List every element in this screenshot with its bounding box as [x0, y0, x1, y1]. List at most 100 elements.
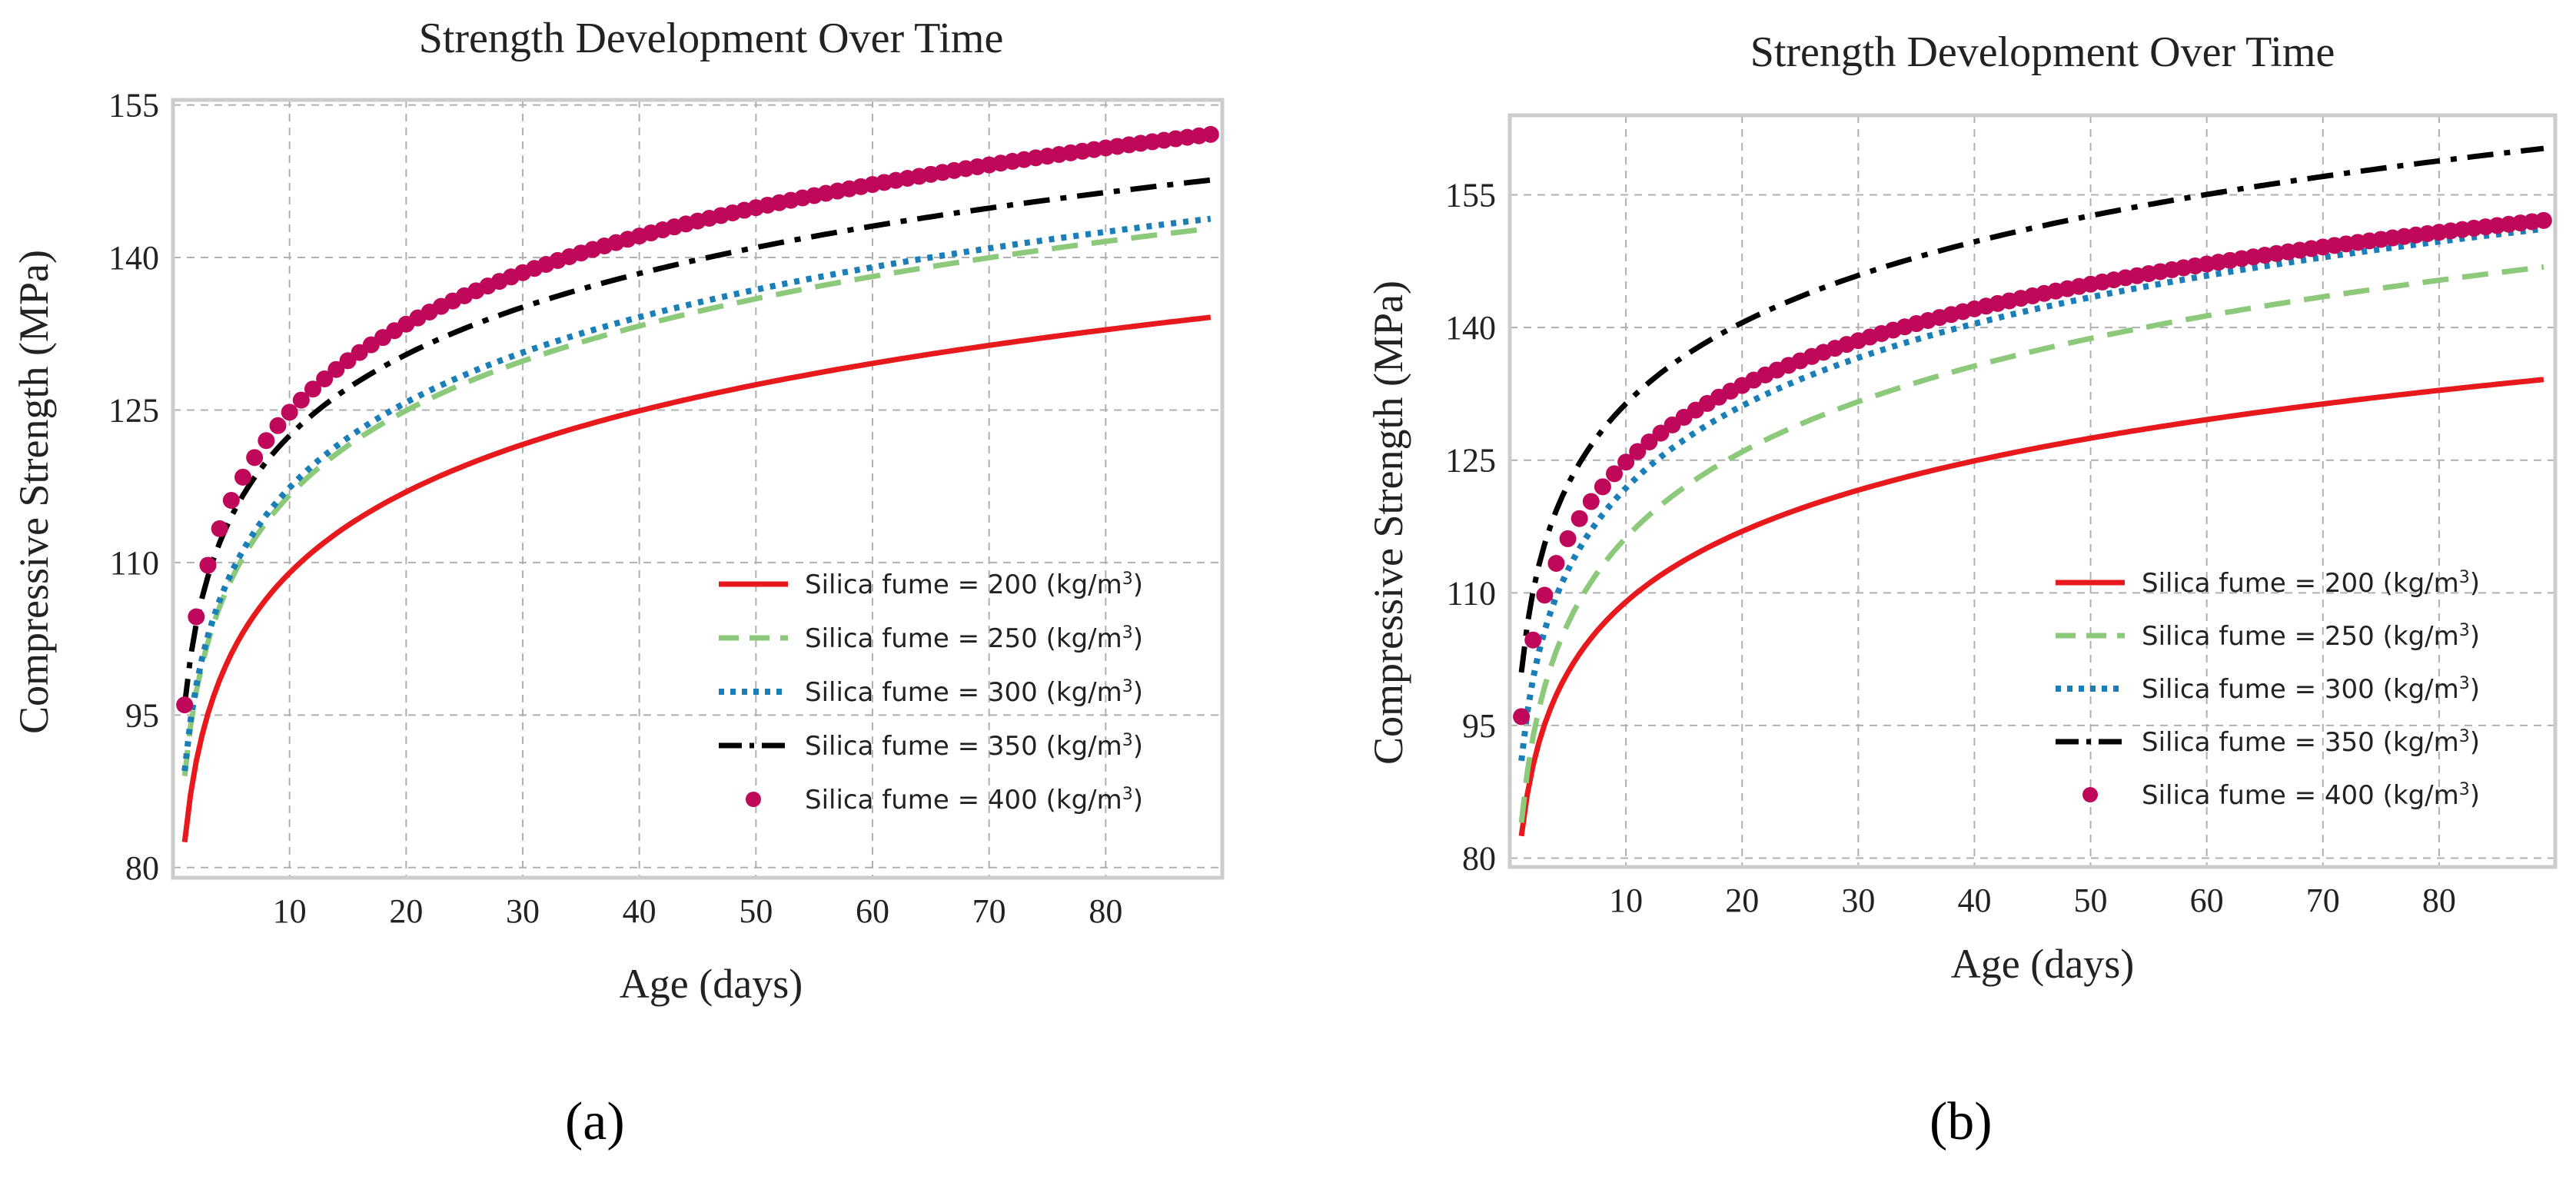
x-tick-label: 20: [389, 892, 423, 930]
chart-title: Strength Development Over Time: [419, 15, 1004, 62]
x-axis-label: Age (days): [1951, 941, 2134, 987]
subfigure-label-a: (a): [565, 1092, 625, 1151]
chart-b: Strength Development Over Time Age (days…: [1365, 28, 2558, 987]
series-markers: [1513, 211, 2552, 726]
y-tick-label: 95: [125, 696, 159, 734]
x-tick-label: 50: [2074, 882, 2108, 919]
y-tick-label: 110: [1447, 574, 1496, 612]
plot-area: 10 20 30 40 50 60 70 80 80 95 110 125 140 155 Silica f…: [1445, 113, 2558, 919]
x-axis-label: Age (days): [620, 961, 803, 1007]
series-line: [1518, 264, 2544, 823]
subfigure-label-b: (b): [1930, 1092, 1993, 1151]
data-point: [188, 608, 205, 626]
legend-label: Silica fume = 350 (kg/m3): [805, 731, 1143, 762]
y-axis-label: Compressive Strength (MPa): [1365, 281, 1411, 765]
data-point: [246, 449, 264, 467]
x-tick-label: 60: [856, 892, 889, 930]
chart-a: Strength Development Over Time Age (days…: [11, 15, 1225, 1007]
legend-label: Silica fume = 200 (kg/m3): [805, 570, 1143, 601]
data-point: [1606, 465, 1623, 483]
x-tick-label: 10: [273, 892, 307, 930]
data-point: [1524, 631, 1542, 649]
legend-label: Silica fume = 350 (kg/m3): [2142, 727, 2480, 759]
legend-label-close: ): [2470, 727, 2480, 758]
legend-label-superscript: 3: [1122, 677, 1133, 696]
legend-label: Silica fume = 250 (kg/m3): [2142, 621, 2480, 653]
legend-swatch: [746, 792, 761, 807]
x-tick-label: 70: [2306, 882, 2340, 919]
legend: Silica fume = 200 (kg/m3) Silica fume = 2…: [2056, 568, 2480, 812]
legend-swatch: [2082, 787, 2098, 802]
legend-label-close: ): [2470, 621, 2480, 652]
chart-title: Strength Development Over Time: [1750, 28, 2335, 76]
y-tick-label: 140: [1445, 309, 1496, 347]
series-line: [1518, 225, 2544, 762]
data-point: [176, 696, 194, 714]
x-tick-label: 20: [1725, 882, 1759, 919]
y-tick-label: 140: [108, 239, 159, 277]
legend-label-superscript: 3: [1122, 623, 1133, 643]
legend-label: Silica fume = 200 (kg/m3): [2142, 568, 2480, 599]
legend-label: Silica fume = 300 (kg/m3): [805, 677, 1143, 709]
legend-label-close: ): [1133, 731, 1143, 762]
series-line: [1518, 145, 2544, 673]
legend-label: Silica fume = 300 (kg/m3): [2142, 674, 2480, 706]
legend-label-superscript: 3: [2459, 621, 2470, 640]
legend-label-close: ): [2470, 674, 2480, 705]
legend-label-close: ): [1133, 623, 1143, 654]
series-line: [181, 215, 1212, 772]
data-point: [1629, 443, 1647, 460]
legend-label-close: ): [1133, 677, 1143, 708]
data-point: [1594, 478, 1611, 496]
legend-label: Silica fume = 250 (kg/m3): [805, 623, 1143, 655]
data-point: [1513, 708, 1531, 726]
x-tick-label: 50: [739, 892, 773, 930]
x-tick-label: 80: [1089, 892, 1122, 930]
y-tick-label: 80: [1462, 839, 1496, 877]
data-point: [316, 370, 334, 387]
legend-label: Silica fume = 400 (kg/m3): [2142, 780, 2480, 812]
data-point: [234, 468, 251, 486]
legend-label-superscript: 3: [2459, 780, 2470, 799]
data-point: [2534, 211, 2552, 229]
data-point: [1536, 586, 1554, 604]
data-point: [1582, 493, 1600, 510]
x-tick-label: 40: [1957, 882, 1991, 919]
legend-label-close: ): [2470, 568, 2480, 599]
data-point: [211, 520, 228, 537]
plot-frame: [171, 98, 1225, 880]
data-point: [199, 556, 217, 574]
series-line: [1518, 377, 2544, 837]
data-point: [1617, 453, 1635, 471]
y-tick-label: 110: [110, 544, 159, 582]
x-tick-label: 80: [2422, 882, 2456, 919]
y-tick-label: 125: [108, 391, 159, 429]
data-point: [1571, 510, 1588, 527]
x-tick-label: 60: [2190, 882, 2224, 919]
legend-label-close: ): [1133, 785, 1143, 815]
legend-label: Silica fume = 400 (kg/m3): [805, 785, 1143, 816]
data-point: [1202, 125, 1219, 143]
data-point: [281, 404, 298, 421]
data-point: [304, 380, 321, 398]
legend-label-superscript: 3: [1122, 785, 1133, 804]
legend-label-superscript: 3: [1122, 570, 1133, 589]
legend-label-superscript: 3: [1122, 731, 1133, 750]
legend-label-superscript: 3: [2459, 568, 2470, 587]
y-tick-label: 155: [108, 87, 159, 125]
y-tick-label: 155: [1445, 177, 1496, 214]
x-tick-label: 30: [1841, 882, 1875, 919]
legend-label-superscript: 3: [2459, 674, 2470, 693]
y-tick-label: 95: [1462, 707, 1496, 745]
data-point: [1640, 433, 1658, 451]
data-point: [222, 491, 240, 509]
legend-label-superscript: 3: [2459, 727, 2470, 746]
y-tick-label: 125: [1445, 442, 1496, 480]
x-tick-label: 40: [623, 892, 656, 930]
data-point: [258, 432, 275, 450]
legend: Silica fume = 200 (kg/m3) Silica fume = 2…: [719, 570, 1143, 816]
series-line: [181, 177, 1212, 706]
data-point: [1559, 530, 1577, 547]
plot-frame: [1507, 113, 2558, 869]
y-axis-label: Compressive Strength (MPa): [11, 250, 57, 734]
